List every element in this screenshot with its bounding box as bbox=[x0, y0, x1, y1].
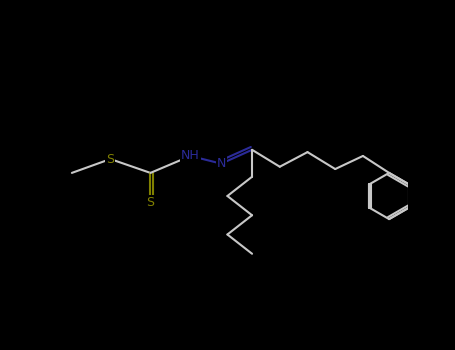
Text: S: S bbox=[147, 196, 154, 209]
Text: N: N bbox=[217, 157, 226, 170]
Text: NH: NH bbox=[181, 149, 200, 162]
Text: S: S bbox=[106, 153, 114, 166]
